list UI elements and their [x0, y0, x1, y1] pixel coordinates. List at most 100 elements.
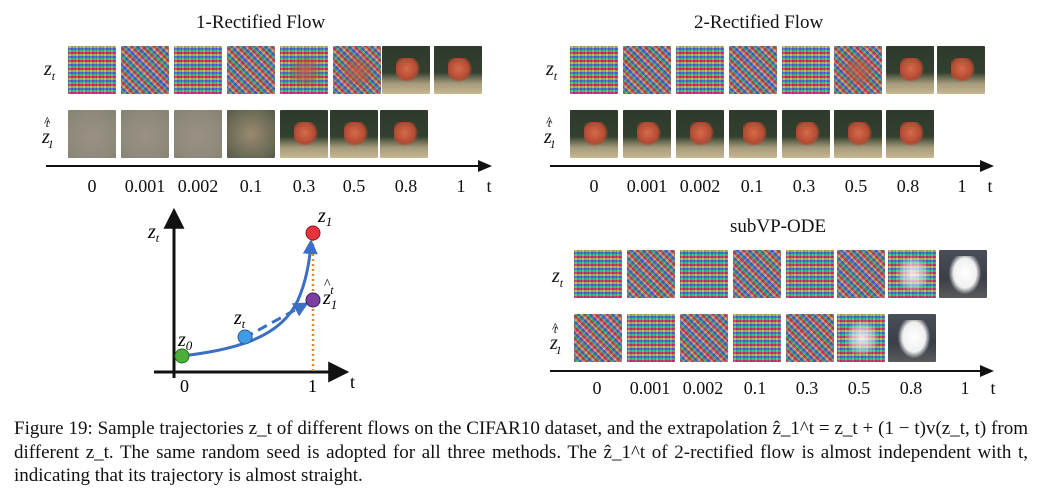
rf2-time-axis-arrow	[980, 160, 994, 172]
rf1-tick: 0.5	[342, 176, 366, 196]
rf1-z1hat-thumb	[68, 110, 116, 158]
rf2-tick: 0.001	[626, 176, 668, 196]
rf2-z1hat-thumb	[570, 110, 618, 158]
rf2-zt-thumb	[570, 46, 618, 94]
subvp-tick: 0.3	[795, 378, 819, 398]
rf1-zt-thumb	[68, 46, 116, 94]
rf2-z1hat-thumb	[834, 110, 882, 158]
rf1-time-axis	[46, 165, 478, 167]
subvp-zt-thumb	[627, 250, 675, 298]
rf1-zt-thumb	[174, 46, 222, 94]
diagram-label-z1hat: z1t	[322, 283, 337, 312]
rf1-tick: 0.002	[177, 176, 219, 196]
diagram-extrapolation-arrow	[243, 302, 309, 340]
diagram-point-z1	[305, 225, 321, 241]
subvp-tick: 0.8	[899, 378, 923, 398]
subvp-zt-thumb	[574, 250, 622, 298]
rf2-z1hat-thumb	[676, 110, 724, 158]
row-label-z1hat-rf1: z1t	[42, 115, 59, 152]
diagram-label-z1: z1	[317, 205, 332, 229]
subvp-zt-thumb	[786, 250, 834, 298]
rf2-z1hat-thumb	[623, 110, 671, 158]
rf1-zt-thumb	[434, 46, 482, 94]
rf2-z1hat-thumb	[782, 110, 830, 158]
rf1-zt-thumb	[333, 46, 381, 94]
subvp-zt-thumb	[837, 250, 885, 298]
subvp-axis-label: t	[990, 378, 996, 398]
rf1-z1hat-thumb	[380, 110, 428, 158]
rf2-zt-thumb	[834, 46, 882, 94]
diagram-point-z0	[174, 348, 190, 364]
subvp-zt-thumb	[680, 250, 728, 298]
subvp-z1hat-thumb	[837, 314, 885, 362]
rf2-zt-thumb	[782, 46, 830, 94]
row-label-zt-subvp: zt	[552, 265, 564, 290]
rf1-zt-thumb	[280, 46, 328, 94]
rf1-tick: 0.001	[124, 176, 166, 196]
subvp-time-axis	[550, 370, 980, 372]
row-label-z1hat-subvp: z1t	[550, 321, 567, 358]
rf2-z1hat-thumb	[729, 110, 777, 158]
rf1-z1hat-thumb	[227, 110, 275, 158]
diagram-point-z1hat	[305, 292, 321, 308]
figure-caption: Figure 19: Sample trajectories z_t of di…	[14, 418, 1028, 486]
diagram-x-tick-1: 1	[308, 376, 317, 396]
subvp-time-axis-arrow	[980, 365, 994, 377]
rf1-zt-thumb	[382, 46, 430, 94]
rf2-axis-label: t	[987, 176, 993, 196]
subvp-tick: 0	[592, 378, 602, 398]
trajectory-diagram: zt z0 zt z1 z1t ^ 0 1 t	[147, 205, 355, 396]
subvp-tick: 1	[960, 378, 970, 398]
rf1-tick: 0.8	[394, 176, 418, 196]
rf1-z1hat-thumb	[174, 110, 222, 158]
rf1-time-axis-arrow	[478, 160, 492, 172]
subvp-z1hat-thumb	[574, 314, 622, 362]
rf2-time-axis	[550, 165, 980, 167]
rf2-zt-thumb	[623, 46, 671, 94]
rf1-zt-thumb	[227, 46, 275, 94]
rf2-zt-thumb	[729, 46, 777, 94]
rf1-axis-label: t	[486, 176, 492, 196]
subvp-tick: 0.002	[682, 378, 724, 398]
rf2-tick: 1	[957, 176, 967, 196]
diagram-y-label: zt	[147, 221, 160, 245]
rf1-zt-thumb	[121, 46, 169, 94]
rf2-tick: 0.8	[896, 176, 920, 196]
diagram-label-z0: z0	[177, 329, 193, 353]
row-label-zt-rf1: zt	[44, 58, 56, 83]
rf1-z1hat-thumb	[280, 110, 328, 158]
row-label-zt-rf2: zt	[546, 58, 558, 83]
rf1-z1hat-thumb	[121, 110, 169, 158]
subvp-tick: 0.5	[847, 378, 871, 398]
subvp-zt-thumb	[733, 250, 781, 298]
subvp-z1hat-thumb	[888, 314, 936, 362]
rf2-z1hat-thumb	[886, 110, 934, 158]
panel-title-subvp: subVP-ODE	[730, 216, 827, 237]
rf1-tick: 1	[456, 176, 466, 196]
diagram-label-zt: zt	[233, 307, 246, 331]
rf2-zt-thumb	[886, 46, 934, 94]
rf1-tick: 0.3	[292, 176, 316, 196]
rf1-z1hat-thumb	[330, 110, 378, 158]
diagram-point-zt	[237, 329, 253, 345]
diagram-hat: ^	[324, 277, 331, 292]
rf2-tick: 0.002	[679, 176, 721, 196]
rf2-tick: 0.3	[792, 176, 816, 196]
rf2-zt-thumb	[937, 46, 985, 94]
subvp-tick: 0.1	[743, 378, 767, 398]
subvp-z1hat-thumb	[786, 314, 834, 362]
rf2-tick: 0.5	[844, 176, 868, 196]
subvp-zt-thumb	[888, 250, 936, 298]
panel-title-rf2: 2-Rectified Flow	[694, 12, 824, 33]
rf1-tick: 0.1	[239, 176, 263, 196]
rf1-tick: 0	[87, 176, 97, 196]
diagram-x-tick-0: 0	[180, 376, 189, 396]
subvp-zt-thumb	[939, 250, 987, 298]
subvp-z1hat-thumb	[733, 314, 781, 362]
subvp-tick: 0.001	[629, 378, 671, 398]
rf2-zt-thumb	[676, 46, 724, 94]
rf2-tick: 0	[589, 176, 599, 196]
row-label-z1hat-rf2: z1t	[544, 115, 561, 152]
subvp-z1hat-thumb	[680, 314, 728, 362]
subvp-z1hat-thumb	[627, 314, 675, 362]
